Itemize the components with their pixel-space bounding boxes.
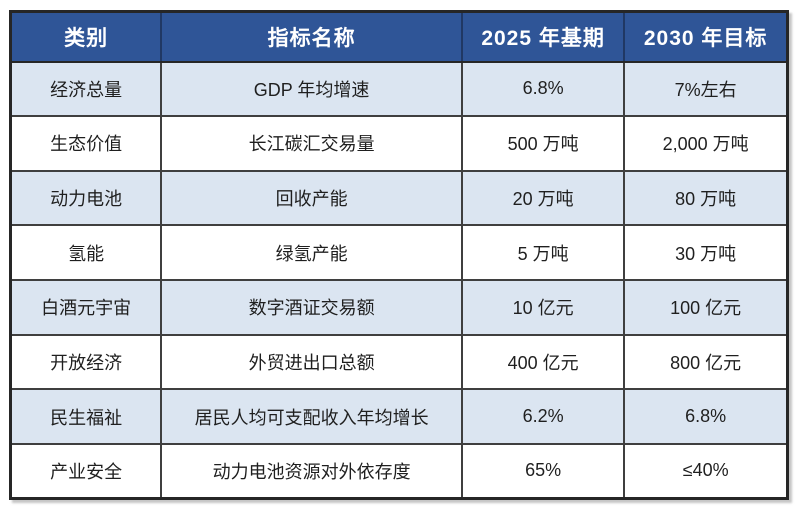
- cell-base-value: 65%: [460, 442, 626, 500]
- header-indicator-name: 指标名称: [160, 10, 463, 63]
- cell-target-value: 800 亿元: [623, 333, 789, 391]
- cell-category: 产业安全: [9, 442, 163, 500]
- cell-indicator: 数字酒证交易额: [160, 279, 463, 336]
- cell-category: 民生福祉: [9, 388, 163, 445]
- cell-target-value: ≤40%: [623, 442, 789, 500]
- indicator-table: 类别 指标名称 2025 年基期 2030 年目标 经济总量 GDP 年均增速 …: [9, 10, 789, 500]
- table-row-liquor-metaverse: 白酒元宇宙 数字酒证交易额 10 亿元 100 亿元: [9, 279, 789, 336]
- cell-base-value: 6.8%: [460, 60, 626, 118]
- cell-category: 白酒元宇宙: [9, 279, 163, 336]
- table-row-industry-security: 产业安全 动力电池资源对外依存度 65% ≤40%: [9, 442, 789, 500]
- header-row: 类别 指标名称 2025 年基期 2030 年目标: [9, 10, 789, 63]
- cell-indicator: 绿氢产能: [160, 224, 463, 281]
- cell-target-value: 100 亿元: [623, 279, 789, 336]
- header-2030-target: 2030 年目标: [623, 10, 789, 63]
- cell-target-value: 80 万吨: [623, 169, 789, 227]
- table-row-open-economy: 开放经济 外贸进出口总额 400 亿元 800 亿元: [9, 333, 789, 391]
- cell-base-value: 6.2%: [460, 388, 626, 445]
- table-row-hydrogen: 氢能 绿氢产能 5 万吨 30 万吨: [9, 224, 789, 281]
- header-2025-base: 2025 年基期: [460, 10, 626, 63]
- cell-indicator: 居民人均可支配收入年均增长: [160, 388, 463, 445]
- cell-base-value: 500 万吨: [460, 115, 626, 172]
- cell-target-value: 30 万吨: [623, 224, 789, 281]
- cell-target-value: 2,000 万吨: [623, 115, 789, 172]
- table-row-livelihood: 民生福祉 居民人均可支配收入年均增长 6.2% 6.8%: [9, 388, 789, 445]
- cell-base-value: 20 万吨: [460, 169, 626, 227]
- cell-indicator: GDP 年均增速: [160, 60, 463, 118]
- cell-target-value: 7%左右: [623, 60, 789, 118]
- cell-indicator: 回收产能: [160, 169, 463, 227]
- cell-base-value: 10 亿元: [460, 279, 626, 336]
- cell-category: 动力电池: [9, 169, 163, 227]
- cell-category: 氢能: [9, 224, 163, 281]
- cell-category: 经济总量: [9, 60, 163, 118]
- cell-base-value: 5 万吨: [460, 224, 626, 281]
- cell-target-value: 6.8%: [623, 388, 789, 445]
- table-row-battery: 动力电池 回收产能 20 万吨 80 万吨: [9, 169, 789, 227]
- cell-category: 开放经济: [9, 333, 163, 391]
- cell-indicator: 外贸进出口总额: [160, 333, 463, 391]
- table-row-economy: 经济总量 GDP 年均增速 6.8% 7%左右: [9, 60, 789, 118]
- cell-indicator: 动力电池资源对外依存度: [160, 442, 463, 500]
- table-row-ecology: 生态价值 长江碳汇交易量 500 万吨 2,000 万吨: [9, 115, 789, 172]
- cell-indicator: 长江碳汇交易量: [160, 115, 463, 172]
- header-category: 类别: [9, 10, 163, 63]
- cell-base-value: 400 亿元: [460, 333, 626, 391]
- cell-category: 生态价值: [9, 115, 163, 172]
